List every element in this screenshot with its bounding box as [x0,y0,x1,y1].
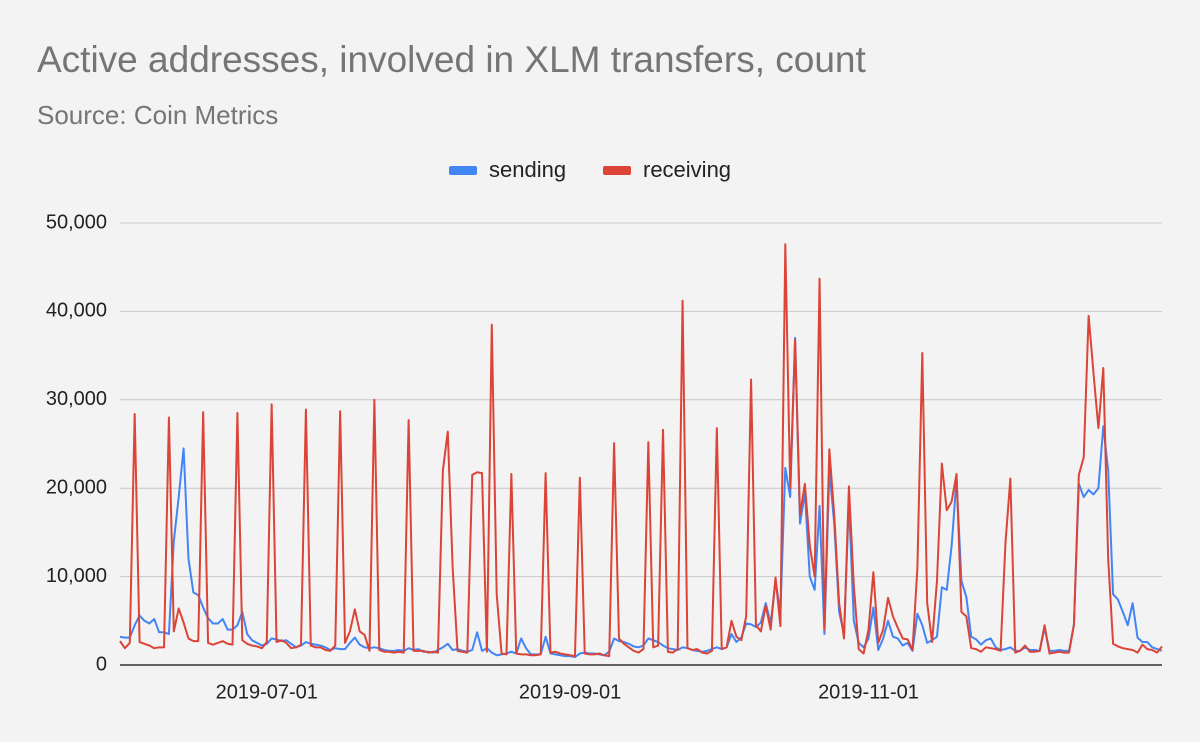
legend-label: sending [489,157,566,182]
x-tick-label: 2019-07-01 [216,681,318,703]
y-tick-label: 0 [96,653,107,675]
x-tick-label: 2019-09-01 [519,681,621,703]
series-line [119,336,1163,659]
y-tick-label: 10,000 [46,565,107,587]
series-line [119,243,1163,658]
legend-label: receiving [643,157,731,182]
y-tick-label: 30,000 [46,388,107,410]
legend-swatch [603,166,631,175]
x-tick-label: 2019-11-01 [818,681,919,703]
chart-title: Active addresses, involved in XLM transf… [37,39,866,80]
legend-swatch [449,166,477,175]
y-tick-label: 50,000 [46,211,107,233]
chart-subtitle: Source: Coin Metrics [37,100,278,130]
y-tick-label: 40,000 [46,300,107,322]
y-tick-label: 20,000 [46,476,107,498]
